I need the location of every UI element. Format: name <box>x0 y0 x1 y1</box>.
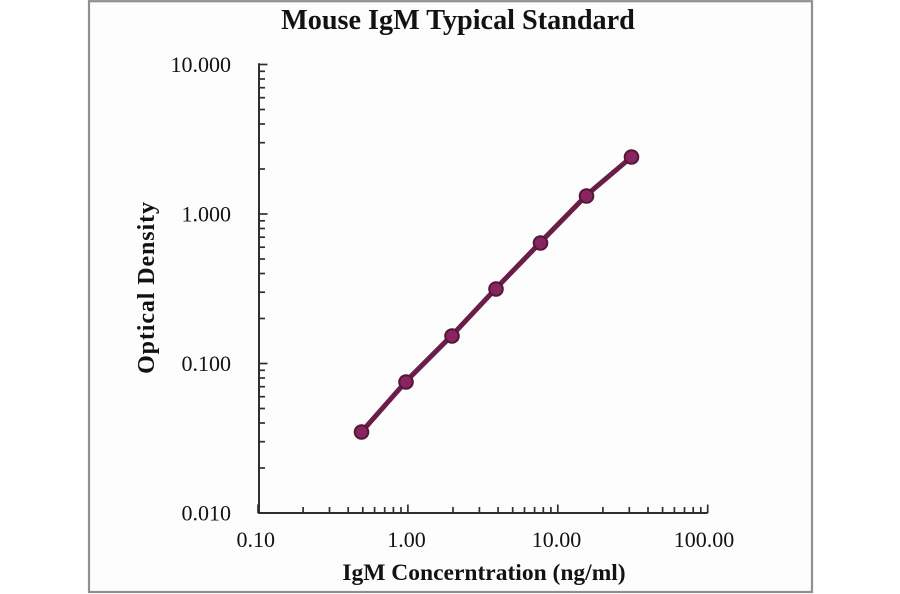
svg-text:100.00: 100.00 <box>674 527 735 552</box>
svg-text:1.000: 1.000 <box>182 202 232 227</box>
svg-text:Mouse IgM Typical Standard: Mouse IgM Typical Standard <box>281 5 635 36</box>
svg-text:0.010: 0.010 <box>182 501 232 526</box>
svg-text:10.00: 10.00 <box>532 527 582 552</box>
svg-text:10.000: 10.000 <box>171 52 232 77</box>
svg-text:1.00: 1.00 <box>387 527 426 552</box>
svg-text:0.10: 0.10 <box>236 527 275 552</box>
svg-text:0.100: 0.100 <box>182 351 232 376</box>
svg-text:IgM Concerntration (ng/ml): IgM Concerntration (ng/ml) <box>342 560 625 586</box>
svg-text:Optical Density: Optical Density <box>134 201 160 374</box>
